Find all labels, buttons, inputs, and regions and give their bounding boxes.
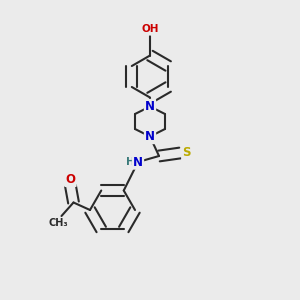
- Text: N: N: [145, 130, 155, 143]
- Text: S: S: [182, 146, 191, 160]
- Text: N: N: [133, 155, 143, 169]
- Text: N: N: [145, 100, 155, 113]
- Text: H: H: [126, 157, 135, 167]
- Text: CH₃: CH₃: [49, 218, 68, 228]
- Text: O: O: [65, 173, 76, 186]
- Text: OH: OH: [141, 24, 159, 34]
